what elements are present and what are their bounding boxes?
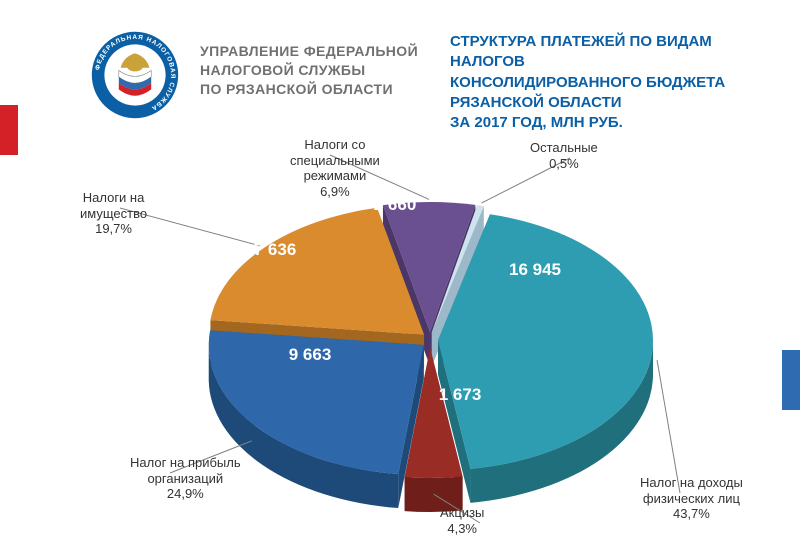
- slice-label: Налоги на имущество 19,7%: [80, 190, 147, 237]
- slice-value: 7 636: [254, 240, 297, 260]
- slice-label: Остальные 0,5%: [530, 140, 598, 171]
- org-line: ПО РЯЗАНСКОЙ ОБЛАСТИ: [200, 80, 430, 99]
- org-line: УПРАВЛЕНИЕ ФЕДЕРАЛЬНОЙ: [200, 42, 430, 61]
- slice-label: Акцизы 4,3%: [440, 505, 484, 536]
- slice-value: 2 660: [374, 195, 417, 215]
- slice-label: Налоги со специальными режимами 6,9%: [290, 137, 380, 199]
- slice-value: 16 945: [509, 260, 561, 280]
- org-line: НАЛОГОВОЙ СЛУЖБЫ: [200, 61, 430, 80]
- chart-title: СТРУКТУРА ПЛАТЕЖЕЙ ПО ВИДАМ НАЛОГОВ КОНС…: [450, 32, 770, 133]
- title-line: РЯЗАНСКОЙ ОБЛАСТИ: [450, 93, 770, 113]
- slice-value: 9 663: [289, 345, 332, 365]
- slice-value: 1 673: [439, 385, 482, 405]
- organization-name: УПРАВЛЕНИЕ ФЕДЕРАЛЬНОЙ НАЛОГОВОЙ СЛУЖБЫ …: [200, 42, 430, 99]
- header: ФЕДЕРАЛЬНАЯ НАЛОГОВАЯ СЛУЖБА УПРАВЛЕНИЕ …: [90, 30, 770, 140]
- slice-label: Налог на прибыль организаций 24,9%: [130, 455, 241, 502]
- title-line: ЗА 2017 ГОД, МЛН РУБ.: [450, 113, 770, 133]
- title-line: КОНСОЛИДИРОВАННОГО БЮДЖЕТА: [450, 73, 770, 93]
- fns-logo: ФЕДЕРАЛЬНАЯ НАЛОГОВАЯ СЛУЖБА: [90, 30, 180, 120]
- title-line: СТРУКТУРА ПЛАТЕЖЕЙ ПО ВИДАМ НАЛОГОВ: [450, 32, 770, 73]
- slice-label: Налог на доходы физических лиц 43,7%: [640, 475, 743, 522]
- leader-line: [657, 360, 680, 493]
- pie-chart: Налог на доходы физических лиц 43,7% 16 9…: [0, 135, 800, 533]
